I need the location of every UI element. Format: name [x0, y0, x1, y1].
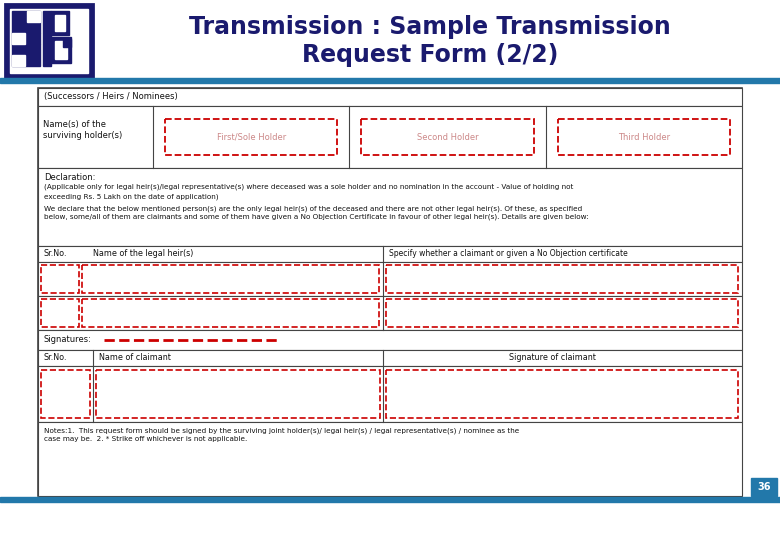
Bar — [43, 11, 51, 66]
Bar — [5, 4, 93, 78]
Bar — [38, 168, 742, 246]
Bar — [38, 296, 742, 330]
Bar — [38, 106, 742, 168]
Text: Notes:1.  This request form should be signed by the surviving joint holder(s)/ l: Notes:1. This request form should be sig… — [44, 427, 519, 434]
Text: (Successors / Heirs / Nominees): (Successors / Heirs / Nominees) — [44, 92, 178, 102]
Bar — [751, 478, 777, 496]
Bar — [63, 39, 71, 47]
Text: Sr.No.: Sr.No. — [44, 354, 68, 362]
Bar — [386, 265, 738, 293]
Bar — [51, 37, 71, 63]
Bar — [12, 11, 40, 33]
Bar — [38, 330, 742, 350]
Bar — [96, 370, 380, 418]
Text: (Applicable only for legal heir(s)/legal representative(s) where deceased was a : (Applicable only for legal heir(s)/legal… — [44, 184, 573, 191]
Bar — [0, 497, 780, 502]
Bar — [41, 299, 79, 327]
Text: Sr.No.: Sr.No. — [44, 249, 68, 259]
Bar — [386, 299, 738, 327]
Bar — [12, 44, 40, 66]
Bar — [12, 55, 25, 66]
Text: Declaration:: Declaration: — [44, 173, 95, 182]
Text: Third Holder: Third Holder — [618, 132, 670, 141]
Bar — [51, 11, 69, 35]
Text: We declare that the below mentioned person(s) are the only legal heir(s) of the : We declare that the below mentioned pers… — [44, 205, 582, 212]
Bar — [55, 41, 67, 59]
Bar — [12, 33, 40, 44]
Text: Signatures:: Signatures: — [44, 335, 92, 345]
Bar — [38, 88, 742, 106]
Bar — [41, 265, 79, 293]
Text: Name of the legal heir(s): Name of the legal heir(s) — [93, 249, 193, 259]
Text: surviving holder(s): surviving holder(s) — [43, 131, 122, 140]
Text: case may be.  2. * Strike off whichever is not applicable.: case may be. 2. * Strike off whichever i… — [44, 436, 247, 442]
Bar — [12, 33, 25, 44]
Bar — [38, 262, 742, 296]
Bar — [10, 9, 88, 73]
Bar — [38, 422, 742, 496]
Bar — [38, 350, 742, 366]
Bar — [38, 366, 742, 422]
Text: Specify whether a claimant or given a No Objection certificate: Specify whether a claimant or given a No… — [389, 249, 628, 259]
Bar — [0, 78, 780, 83]
Bar — [41, 370, 90, 418]
Bar — [38, 246, 742, 262]
Bar — [82, 265, 379, 293]
Text: Signature of claimant: Signature of claimant — [509, 354, 595, 362]
Text: Transmission : Sample Transmission: Transmission : Sample Transmission — [189, 15, 671, 39]
Bar — [361, 119, 534, 155]
Text: exceeding Rs. 5 Lakh on the date of application): exceeding Rs. 5 Lakh on the date of appl… — [44, 193, 218, 199]
Text: below, some/all of them are claimants and some of them have given a No Objection: below, some/all of them are claimants an… — [44, 214, 589, 220]
Text: 36: 36 — [757, 482, 771, 492]
Text: Request Form (2/2): Request Form (2/2) — [302, 43, 558, 67]
Bar — [386, 370, 738, 418]
Text: Name of claimant: Name of claimant — [99, 354, 171, 362]
Text: Name(s) of the: Name(s) of the — [43, 120, 106, 129]
Bar — [558, 119, 730, 155]
Bar — [165, 119, 337, 155]
Bar — [82, 299, 379, 327]
Bar — [55, 15, 65, 31]
Bar — [27, 11, 40, 22]
Text: First/Sole Holder: First/Sole Holder — [217, 132, 285, 141]
Text: Second Holder: Second Holder — [417, 132, 478, 141]
Bar — [38, 88, 742, 496]
